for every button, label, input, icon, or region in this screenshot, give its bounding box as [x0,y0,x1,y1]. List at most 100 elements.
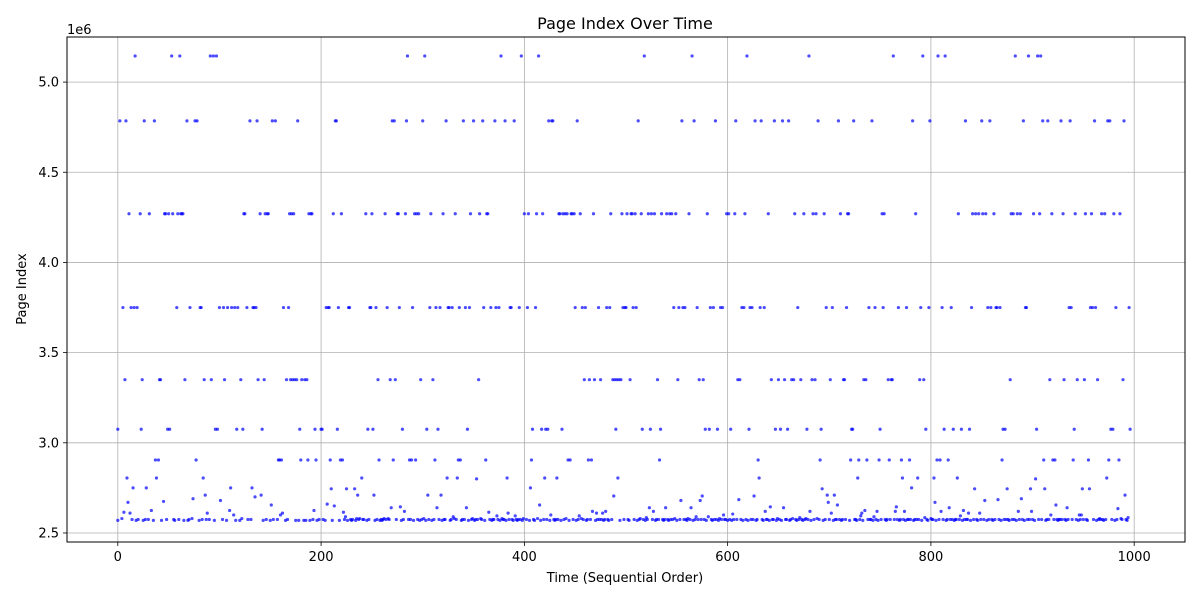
data-point [284,378,289,382]
data-point [1028,487,1033,491]
data-point [377,458,381,462]
data-point [877,458,881,462]
data-point [659,212,664,216]
data-point [132,305,136,310]
data-point [835,503,840,507]
data-point [933,500,937,504]
data-point [147,212,151,216]
data-point [810,378,814,382]
data-point [344,487,349,491]
data-point [585,517,589,522]
data-point [385,305,389,310]
data-point [130,517,134,522]
data-point [536,54,541,58]
data-point [433,458,437,462]
data-point [680,119,684,123]
data-point [353,487,357,491]
data-point [632,517,636,522]
data-point [389,506,393,510]
data-point [984,212,988,216]
data-point [438,305,442,310]
data-point [938,458,942,462]
data-point [658,427,663,431]
data-point [721,513,726,517]
data-point [607,518,611,522]
data-point [625,212,629,216]
data-point [122,510,126,514]
data-point [481,119,485,123]
data-point [858,517,862,522]
data-point [609,212,613,216]
data-point [767,518,771,522]
data-point [612,494,616,498]
data-point [343,515,348,519]
data-point [699,517,703,522]
data-point [690,54,694,58]
data-point [813,378,817,382]
data-point [449,517,453,522]
data-point [652,212,657,216]
data-point [522,212,526,216]
data-point [1118,212,1122,216]
data-point [834,517,838,522]
data-point [1075,378,1079,382]
data-point [436,427,440,431]
data-point [752,494,756,498]
data-point [517,305,521,310]
data-point [582,378,586,382]
data-point [951,427,955,431]
data-point [572,212,576,216]
data-point [947,506,951,510]
data-point [665,212,669,216]
data-point [713,119,718,123]
data-point [799,378,803,382]
data-point [426,493,430,497]
data-point [512,119,516,123]
data-point [280,511,285,515]
data-point [828,378,832,382]
data-point [823,517,827,522]
data-point [698,498,702,503]
data-point [143,517,147,522]
data-point [497,305,501,310]
data-point [675,518,679,522]
data-point [844,305,849,310]
data-point [230,305,234,310]
data-point [428,305,432,310]
data-point [829,511,833,515]
data-point [532,518,537,522]
data-point [273,119,277,123]
data-point [116,427,120,431]
data-point [235,427,239,431]
plot-frame [66,36,1186,543]
data-point [294,518,298,522]
data-point [1052,517,1056,522]
data-point [871,518,875,522]
data-point [784,517,789,522]
data-point [822,212,826,216]
data-point [848,518,852,522]
y-tick-label: 2.5 [38,526,59,541]
data-point [427,517,431,522]
data-point [864,378,868,382]
data-point [700,494,704,498]
data-point [1087,487,1092,491]
data-point [229,486,233,490]
data-point [932,476,936,480]
data-point [882,212,886,216]
data-point [292,212,296,216]
data-point [878,427,882,431]
data-point [165,517,169,522]
data-point [1018,212,1022,216]
data-point [812,517,816,522]
y-axis-label: Page Index [15,253,30,325]
data-point [762,305,766,310]
data-point [1024,305,1029,310]
data-point [692,119,696,123]
data-point [732,517,736,522]
data-point [339,212,344,216]
data-point [220,517,225,522]
data-point [719,517,724,522]
